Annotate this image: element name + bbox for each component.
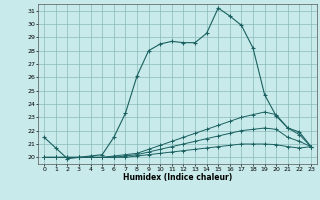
X-axis label: Humidex (Indice chaleur): Humidex (Indice chaleur) <box>123 173 232 182</box>
